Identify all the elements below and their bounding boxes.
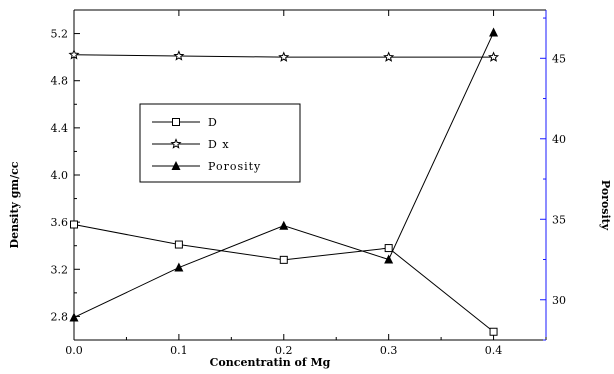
left-y-axis-title: Density gm/cc — [8, 161, 21, 248]
legend-marker-d — [172, 118, 180, 126]
left-y-axis-ticks: 2.8 3.2 3.6 4.0 4.4 4.8 5.2 — [51, 28, 80, 323]
point-d-x-2 — [278, 51, 290, 62]
point-d-x-0 — [68, 48, 80, 60]
point-d-4 — [489, 327, 498, 336]
left-y-tick-label-4.8: 4.8 — [51, 75, 69, 88]
x-tick-label-0.0: 0.0 — [65, 344, 83, 357]
point-porosity-2 — [279, 220, 289, 230]
x-tick-label-0.2: 0.2 — [275, 344, 293, 357]
right-y-tick-label-35: 35 — [552, 213, 566, 226]
point-d-x-4 — [488, 51, 500, 62]
point-d-0 — [70, 220, 78, 229]
point-porosity-0 — [69, 312, 79, 322]
point-porosity-3 — [384, 254, 394, 264]
x-axis-ticks: 0.0 0.1 0.2 0.3 0.4 — [65, 10, 547, 357]
right-y-tick-label-30: 30 — [552, 294, 566, 307]
series-line-d — [73, 224, 494, 333]
left-y-tick-label-3.6: 3.6 — [51, 216, 69, 229]
right-y-axis-title: Porosity — [599, 180, 612, 231]
legend-marker-d-x — [170, 138, 182, 149]
point-porosity-1 — [174, 262, 184, 272]
point-d-2 — [279, 255, 288, 264]
x-tick-label-0.1: 0.1 — [170, 344, 188, 357]
point-d-1 — [174, 240, 183, 249]
legend-marker-porosity — [171, 161, 181, 170]
legend-label-porosity: Porosity — [208, 160, 261, 173]
point-porosity-4 — [489, 27, 499, 37]
legend-label-d: D — [208, 116, 218, 129]
legend: D D x Porosity — [139, 103, 301, 183]
right-y-axis-ticks: 30 35 40 45 — [540, 17, 566, 341]
series-layer — [68, 27, 500, 336]
x-tick-label-0.4: 0.4 — [485, 344, 503, 357]
left-y-tick-label-4.0: 4.0 — [51, 169, 69, 182]
left-y-tick-label-5.2: 5.2 — [51, 28, 69, 41]
left-y-tick-label-2.8: 2.8 — [51, 310, 69, 323]
point-d-x-1 — [173, 50, 185, 61]
right-y-tick-label-45: 45 — [552, 52, 566, 65]
point-d-3 — [384, 244, 393, 253]
x-axis-title: Concentratin of Mg — [210, 356, 331, 369]
legend-box — [139, 103, 301, 183]
point-d-x-3 — [383, 51, 395, 62]
legend-label-d-x: D x — [208, 138, 230, 151]
right-y-tick-label-40: 40 — [552, 133, 566, 146]
x-tick-label-0.3: 0.3 — [380, 344, 398, 357]
left-y-tick-label-3.2: 3.2 — [51, 263, 69, 276]
left-y-tick-label-4.4: 4.4 — [51, 122, 69, 135]
